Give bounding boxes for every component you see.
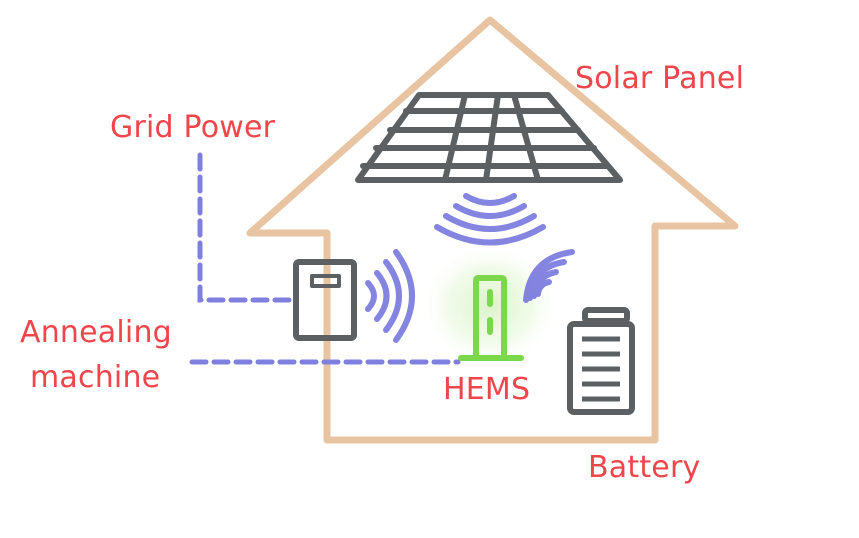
power-meter-icon: [293, 259, 357, 341]
battery-signal-icon: [523, 249, 575, 303]
hems-label: HEMS: [443, 372, 531, 407]
grid-connection-line: [197, 152, 293, 303]
solar-panel-icon: [355, 92, 623, 183]
meter-signal-icon: [365, 249, 415, 343]
battery-icon: [567, 307, 635, 415]
grid-power-label: Grid Power: [110, 110, 276, 145]
annealing-machine-label-line1: Annealing: [20, 315, 172, 350]
annealing-machine-label-line2: machine: [30, 360, 161, 395]
solar-signal-icon: [434, 193, 546, 246]
solar-panel-label: Solar Panel: [575, 61, 745, 96]
battery-label: Battery: [588, 450, 701, 485]
hems-device-icon: [458, 275, 524, 361]
house-outline-icon: [246, 16, 739, 444]
